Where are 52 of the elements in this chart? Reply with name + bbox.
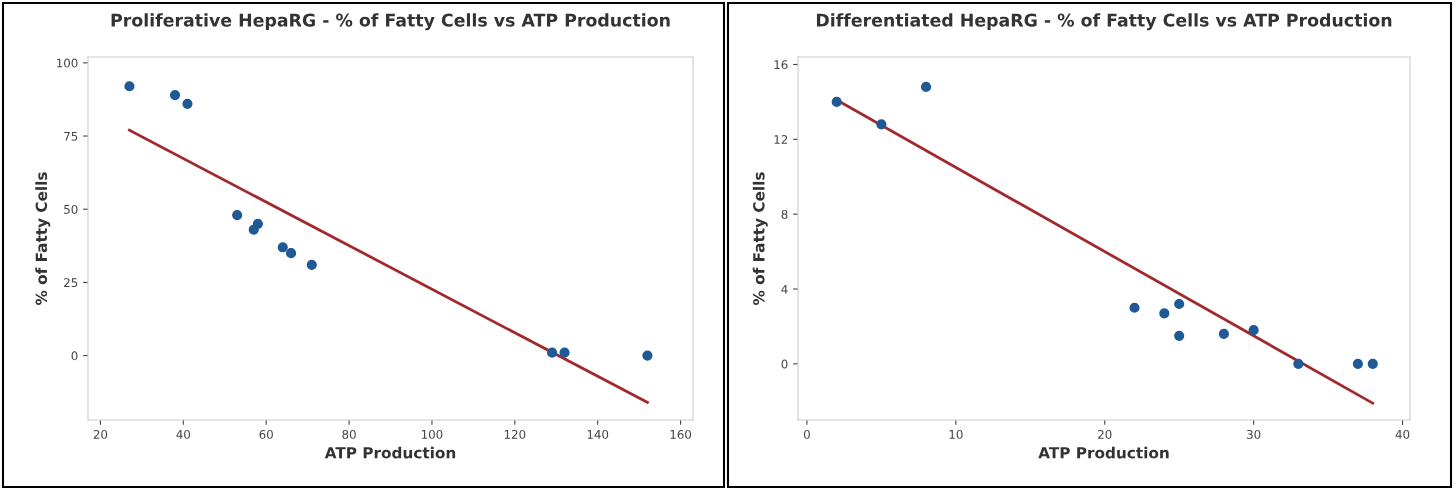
y-tick-label: 50	[64, 204, 78, 214]
point	[232, 209, 243, 221]
x-axis-title: ATP Production	[324, 446, 456, 459]
point	[1218, 328, 1229, 340]
y-tick-label: 16	[774, 60, 788, 70]
point	[277, 242, 288, 253]
y-tick-label: 12	[774, 135, 788, 144]
point	[1174, 298, 1185, 310]
point	[920, 81, 932, 93]
point	[252, 218, 263, 229]
point	[1367, 358, 1378, 369]
y-axis-title: % of Fatty Cells	[752, 172, 768, 305]
x-tick-label: 10	[949, 429, 963, 439]
point	[831, 96, 842, 107]
point	[547, 347, 558, 358]
y-tick-label: 0	[71, 351, 78, 361]
point	[285, 248, 297, 259]
x-tick-label: 0	[803, 429, 810, 439]
point	[169, 89, 181, 101]
x-tick-label: 120	[504, 429, 526, 439]
x-axis-title: ATP Production	[1038, 446, 1169, 459]
point	[306, 259, 317, 270]
x-tick-label: 20	[93, 429, 108, 439]
point	[1248, 325, 1259, 336]
x-tick-label: 40	[176, 429, 191, 439]
x-tick-label: 40	[1395, 429, 1410, 439]
y-tick-label: 8	[781, 209, 788, 219]
point	[1129, 302, 1140, 313]
x-tick-label: 140	[587, 429, 609, 439]
y-tick-label: 0	[781, 359, 788, 369]
point	[1352, 358, 1363, 369]
point	[1159, 308, 1170, 319]
x-tick-label: 30	[1247, 429, 1261, 439]
chart-title: Proliferative HepaRG - % of Fatty Cells vs ATP Production	[111, 13, 670, 31]
point	[559, 347, 570, 358]
y-axis-title: % of Fatty Cells	[35, 172, 51, 305]
x-tick-label: 20	[1098, 429, 1112, 439]
point	[182, 98, 193, 109]
point	[1174, 330, 1185, 341]
y-tick-label: 25	[64, 278, 78, 288]
point	[876, 119, 887, 130]
point	[124, 81, 135, 92]
x-tick-label: 100	[421, 429, 443, 439]
x-tick-label: 160	[670, 429, 692, 439]
x-tick-label: 60	[259, 429, 273, 439]
point	[642, 350, 653, 361]
y-tick-label: 75	[64, 131, 78, 141]
y-tick-label: 4	[781, 284, 788, 294]
x-tick-label: 80	[342, 429, 356, 439]
y-tick-label: 100	[57, 58, 78, 68]
point	[1293, 358, 1304, 369]
chart-title: Differentiated HepaRG - % of Fatty Cells vs ATP Production	[816, 13, 1392, 31]
